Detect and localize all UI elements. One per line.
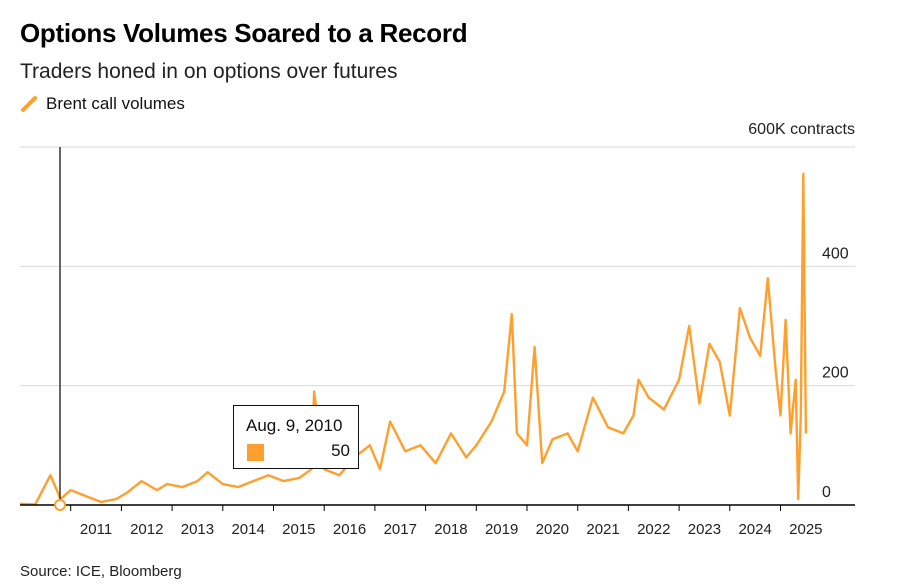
x-tick-label: 2018 <box>434 521 467 538</box>
x-tick-label: 2019 <box>485 521 518 538</box>
x-tick-label: 2022 <box>637 521 670 538</box>
series <box>19 172 808 506</box>
x-tick-label: 2011 <box>80 521 112 538</box>
legend-line-icon <box>21 96 37 112</box>
x-tick-label: 2012 <box>130 521 163 538</box>
y-axis-unit-label: 600K contracts <box>748 121 855 138</box>
x-tick-label: 2023 <box>688 521 721 538</box>
chart-subtitle: Traders honed in on options over futures <box>20 60 398 83</box>
source-note: Source: ICE, Bloomberg <box>20 563 182 580</box>
x-tick-label: 2025 <box>789 521 822 538</box>
x-axis: 2011 2012 2013 2014 2015 2016 2017 2018 2019 2020… <box>20 504 855 538</box>
grid <box>20 146 855 387</box>
x-tick-label: 2013 <box>181 521 214 538</box>
tooltip: Aug. 9, 2010 50 <box>233 405 359 469</box>
x-tick-label: 2016 <box>333 521 366 538</box>
legend-label: Brent call volumes <box>46 94 185 113</box>
x-tick-label: 2017 <box>384 521 417 538</box>
x-tick-label: 2014 <box>231 521 264 538</box>
hover-indicator <box>54 147 66 511</box>
y-tick-label: 200 <box>822 365 849 382</box>
tooltip-date: Aug. 9, 2010 <box>246 416 343 435</box>
x-tick-label: 2020 <box>536 521 569 538</box>
series-line <box>19 172 808 506</box>
x-tick-label: 2024 <box>738 521 771 538</box>
hover-marker <box>54 499 66 511</box>
y-tick-label: 0 <box>822 484 831 501</box>
x-tick-label: 2021 <box>586 521 619 538</box>
legend: Brent call volumes <box>20 94 185 114</box>
tooltip-swatch <box>247 444 264 461</box>
y-tick-label: 400 <box>822 245 849 262</box>
x-tick-label: 2015 <box>282 521 315 538</box>
y-axis: 0 200 400 <box>822 245 849 501</box>
chart-title: Options Volumes Soared to a Record <box>20 18 468 48</box>
tooltip-value: 50 <box>331 441 350 460</box>
